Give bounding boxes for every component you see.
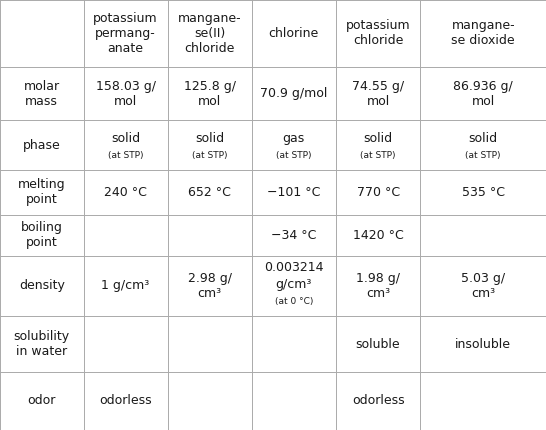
Text: 1.98 g/
cm³: 1.98 g/ cm³ xyxy=(356,272,400,300)
Text: 70.9 g/mol: 70.9 g/mol xyxy=(260,87,328,100)
Text: 158.03 g/
mol: 158.03 g/ mol xyxy=(96,80,156,108)
Text: −34 °C: −34 °C xyxy=(271,229,317,242)
Text: 652 °C: 652 °C xyxy=(188,186,231,199)
Text: phase: phase xyxy=(23,138,61,152)
Text: potassium
permang-
anate: potassium permang- anate xyxy=(93,12,158,55)
Text: soluble: soluble xyxy=(356,338,400,350)
Text: (at STP): (at STP) xyxy=(192,150,228,160)
Text: 1420 °C: 1420 °C xyxy=(353,229,403,242)
Text: insoluble: insoluble xyxy=(455,338,511,350)
Text: potassium
chloride: potassium chloride xyxy=(346,19,411,47)
Text: 0.003214: 0.003214 xyxy=(264,261,323,274)
Text: −101 °C: −101 °C xyxy=(267,186,321,199)
Text: mangane-
se dioxide: mangane- se dioxide xyxy=(452,19,515,47)
Text: melting
point: melting point xyxy=(18,178,66,206)
Text: boiling
point: boiling point xyxy=(21,221,63,249)
Text: (at 0 °C): (at 0 °C) xyxy=(275,297,313,306)
Text: chlorine: chlorine xyxy=(269,27,319,40)
Text: 770 °C: 770 °C xyxy=(357,186,400,199)
Text: odor: odor xyxy=(28,394,56,408)
Text: g/cm³: g/cm³ xyxy=(276,278,312,291)
Text: gas: gas xyxy=(283,132,305,145)
Text: solid: solid xyxy=(195,132,224,145)
Text: odorless: odorless xyxy=(352,394,405,408)
Text: (at STP): (at STP) xyxy=(276,150,312,160)
Text: solid: solid xyxy=(364,132,393,145)
Text: solubility
in water: solubility in water xyxy=(14,330,70,358)
Text: 5.03 g/
cm³: 5.03 g/ cm³ xyxy=(461,272,505,300)
Text: (at STP): (at STP) xyxy=(108,150,144,160)
Text: 2.98 g/
cm³: 2.98 g/ cm³ xyxy=(188,272,232,300)
Text: density: density xyxy=(19,280,65,292)
Text: (at STP): (at STP) xyxy=(360,150,396,160)
Text: 74.55 g/
mol: 74.55 g/ mol xyxy=(352,80,404,108)
Text: molar
mass: molar mass xyxy=(23,80,60,108)
Text: (at STP): (at STP) xyxy=(465,150,501,160)
Text: 1 g/cm³: 1 g/cm³ xyxy=(102,280,150,292)
Text: solid: solid xyxy=(468,132,498,145)
Text: 535 °C: 535 °C xyxy=(462,186,505,199)
Text: solid: solid xyxy=(111,132,140,145)
Text: mangane-
se(II)
chloride: mangane- se(II) chloride xyxy=(178,12,241,55)
Text: 86.936 g/
mol: 86.936 g/ mol xyxy=(453,80,513,108)
Text: odorless: odorless xyxy=(99,394,152,408)
Text: 240 °C: 240 °C xyxy=(104,186,147,199)
Text: 125.8 g/
mol: 125.8 g/ mol xyxy=(183,80,236,108)
